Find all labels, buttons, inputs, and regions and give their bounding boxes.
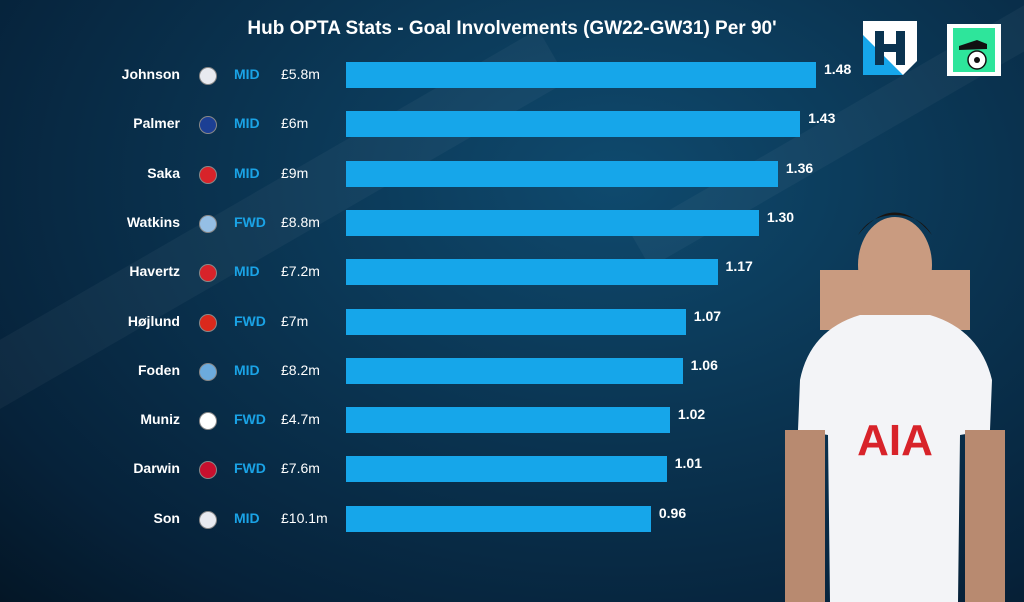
bar	[346, 308, 686, 335]
bar	[346, 456, 667, 483]
player-name: Højlund	[127, 312, 180, 329]
bar	[346, 407, 670, 434]
price-label: £8.2m	[281, 361, 320, 378]
bar	[346, 259, 718, 286]
club-badge-icon	[199, 214, 217, 233]
bar	[346, 160, 778, 187]
position-label: MID	[234, 115, 260, 132]
shirt-sponsor: AIA	[857, 416, 933, 465]
player-name: Johnson	[121, 66, 180, 82]
price-label: £9m	[281, 164, 309, 181]
player-name: Foden	[138, 361, 180, 378]
bar	[346, 111, 801, 138]
player-name: Son	[153, 509, 180, 526]
hub-logo	[863, 21, 917, 75]
bar	[346, 505, 651, 532]
player-name: Saka	[147, 164, 180, 181]
chart-title: Hub OPTA Stats - Goal Involvements (GW22…	[247, 18, 777, 39]
value-label: 1.02	[677, 406, 706, 423]
price-label: £8.8m	[281, 213, 320, 230]
bar	[346, 209, 759, 236]
player-name: Havertz	[129, 263, 180, 280]
bar	[346, 357, 683, 384]
price-label: £4.7m	[281, 411, 320, 428]
value-label: 1.36	[785, 159, 814, 176]
position-label: MID	[234, 361, 260, 378]
player-image: AIA	[785, 212, 1005, 602]
club-badge-icon	[199, 510, 217, 529]
value-label: 1.07	[693, 307, 722, 324]
player-name: Watkins	[126, 213, 180, 230]
position-label: FWD	[234, 411, 266, 428]
club-badge-icon	[199, 461, 217, 480]
club-badge-icon	[199, 264, 217, 283]
value-label: 1.30	[766, 208, 795, 225]
club-badge-icon	[199, 362, 217, 381]
club-badge-icon	[199, 412, 217, 431]
price-label: £7.2m	[281, 263, 320, 280]
position-label: MID	[234, 509, 260, 526]
price-label: £6m	[281, 115, 309, 132]
value-label: 1.06	[690, 356, 718, 373]
football-boot-logo	[947, 24, 1001, 76]
price-label: £7.6m	[281, 460, 320, 477]
value-label: 1.01	[674, 455, 702, 472]
bar	[346, 62, 816, 88]
position-label: MID	[234, 164, 260, 181]
position-label: FWD	[234, 213, 266, 230]
position-label: FWD	[234, 312, 266, 329]
value-label: 1.43	[808, 110, 836, 127]
player-name: Palmer	[133, 115, 180, 132]
club-badge-icon	[199, 313, 217, 332]
price-label: £7m	[281, 312, 309, 329]
position-label: MID	[234, 263, 260, 280]
value-label: 1.48	[824, 61, 852, 77]
club-badge-icon	[199, 165, 217, 184]
price-label: £5.8m	[281, 66, 320, 82]
player-name: Muniz	[140, 411, 180, 428]
value-label: 1.17	[725, 258, 753, 275]
club-badge-icon	[199, 116, 217, 135]
position-label: FWD	[234, 460, 266, 477]
value-label: 0.96	[658, 504, 687, 521]
position-label: MID	[234, 66, 260, 82]
player-name: Darwin	[133, 460, 180, 477]
price-label: £10.1m	[281, 509, 328, 526]
club-badge-icon	[199, 67, 217, 85]
